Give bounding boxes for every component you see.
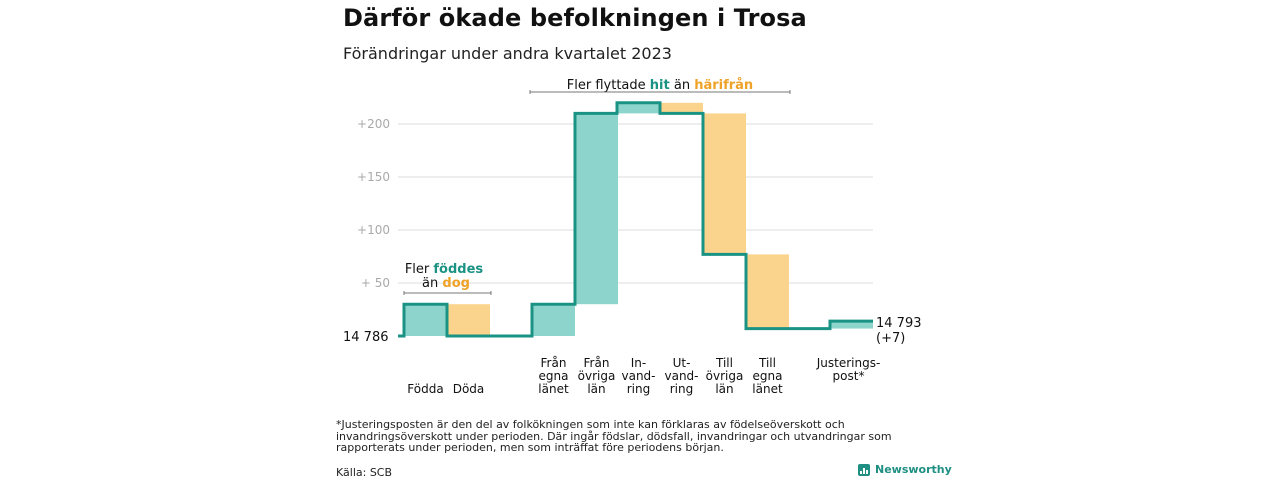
bar-outflow xyxy=(447,304,490,336)
category-label: länet xyxy=(752,382,783,396)
births-annotation-line1: Fler föddes xyxy=(405,262,484,277)
y-tick-label: + 50 xyxy=(361,276,390,290)
y-tick-label: +100 xyxy=(357,223,390,237)
chart-subtitle: Förändringar under andra kvartalet 2023 xyxy=(343,44,672,63)
bar-inflow xyxy=(830,321,873,329)
category-label: Ut- xyxy=(673,356,691,370)
chart-title: Därför ökade befolkningen i Trosa xyxy=(343,4,807,32)
category-label: In- xyxy=(631,356,646,370)
footnote: *Justeringsposten är den del av folkökni… xyxy=(336,418,892,454)
cumulative-line xyxy=(398,101,873,338)
migration-in-highlight: hit xyxy=(650,78,670,93)
category-label: Födda xyxy=(407,382,443,396)
y-tick-label: +150 xyxy=(357,170,390,184)
brand-name: Newsworthy xyxy=(875,463,952,476)
category-label: övriga xyxy=(578,369,616,383)
y-tick-label: +200 xyxy=(357,117,390,131)
brand-logo[interactable]: Newsworthy xyxy=(858,463,952,476)
bar-outflow xyxy=(660,102,703,114)
bar-inflow xyxy=(575,113,618,305)
category-label: Till xyxy=(758,356,776,370)
deaths-highlight: dog xyxy=(442,276,470,291)
category-label: egna xyxy=(539,369,569,383)
category-label: län xyxy=(715,382,733,396)
category-label: vand- xyxy=(621,369,655,383)
category-label: Justerings- xyxy=(816,356,881,370)
category-label: län xyxy=(587,382,605,396)
category-label: vand- xyxy=(664,369,698,383)
births-annotation-text: än xyxy=(422,276,442,291)
migration-annotation-text: än xyxy=(670,78,694,93)
category-label: Från xyxy=(541,356,567,370)
category-label: Från xyxy=(584,356,610,370)
category-label: länet xyxy=(538,382,569,396)
bar-outflow xyxy=(746,254,789,329)
category-label: övriga xyxy=(706,369,744,383)
end-change-label: (+7) xyxy=(876,331,905,346)
births-annotation-line2: än dog xyxy=(422,276,470,291)
source-label: Källa: SCB xyxy=(336,466,393,479)
births-highlight: föddes xyxy=(433,262,483,277)
migration-out-highlight: härifrån xyxy=(694,78,753,93)
category-label: Döda xyxy=(453,382,485,396)
bar-outflow xyxy=(703,113,746,255)
bar-chart-icon xyxy=(858,463,870,476)
bar-inflow xyxy=(404,304,447,336)
start-value-label: 14 786 xyxy=(343,330,389,345)
category-label: Till xyxy=(715,356,733,370)
category-label: ring xyxy=(627,382,651,396)
births-annotation-text: Fler xyxy=(405,262,434,277)
category-label: ring xyxy=(670,382,694,396)
waterfall-chart: + 50 +100 +150 +200 14 786 14 793(+7) Födda Död… xyxy=(343,78,922,396)
end-value-label: 14 793 xyxy=(876,316,922,331)
bar-inflow xyxy=(532,304,575,336)
migration-annotation-text: Fler flyttade xyxy=(567,78,650,93)
migration-annotation: Fler flyttade hit än härifrån xyxy=(567,78,753,93)
category-label: egna xyxy=(753,369,783,383)
category-label: post* xyxy=(833,369,865,383)
bar-inflow xyxy=(617,102,660,114)
